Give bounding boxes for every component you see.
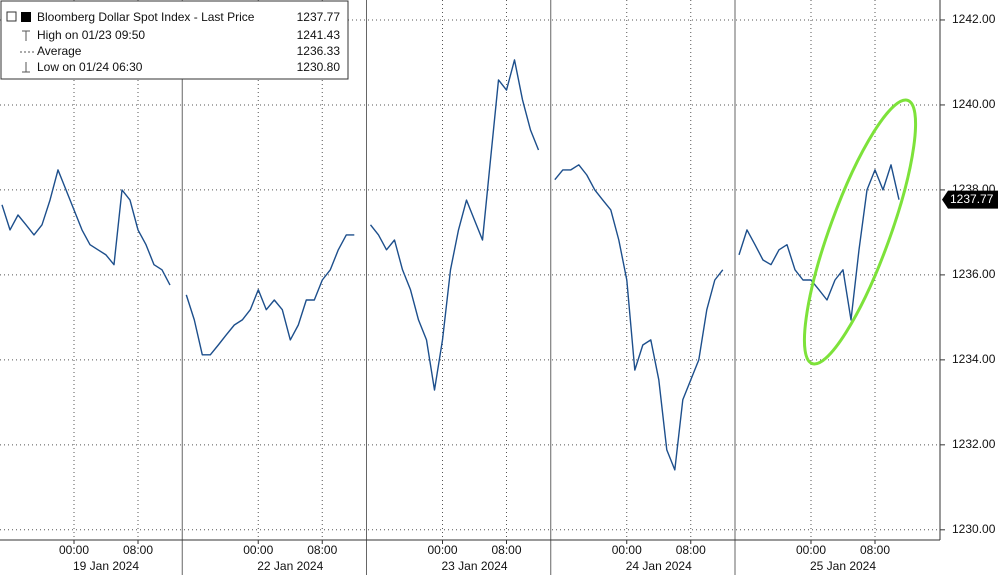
highlight-ellipse: [802, 98, 918, 366]
x-group-label: 23 Jan 2024: [441, 559, 507, 573]
x-tick-label: 08:00: [860, 543, 890, 557]
x-tick-label: 00:00: [59, 543, 89, 557]
y-tick-label: 1230.00: [952, 522, 996, 536]
x-group-label: 19 Jan 2024: [73, 559, 139, 573]
legend-value: 1236.33: [297, 44, 341, 58]
y-tick-label: 1234.00: [952, 352, 996, 366]
legend-label: High on 01/23 09:50: [37, 28, 145, 42]
y-tick-label: 1242.00: [952, 12, 996, 26]
x-group-label: 24 Jan 2024: [626, 559, 692, 573]
legend-label: Average: [37, 44, 82, 58]
x-group-label: 25 Jan 2024: [810, 559, 876, 573]
y-tick-label: 1240.00: [952, 97, 996, 111]
legend-icon: [6, 11, 17, 22]
x-tick-label: 08:00: [123, 543, 153, 557]
x-tick-label: 00:00: [427, 543, 457, 557]
legend-value: 1237.77: [297, 10, 341, 24]
x-tick-label: 08:00: [491, 543, 521, 557]
axes: 1230.001232.001234.001236.001238.001240.…: [59, 12, 998, 573]
plot: [1, 59, 900, 471]
legend-box: [0, 0, 349, 80]
x-group-label: 22 Jan 2024: [257, 559, 323, 573]
x-tick-label: 08:00: [676, 543, 706, 557]
legend-swatch: [21, 12, 31, 22]
price-line: [1, 59, 900, 471]
x-tick-label: 00:00: [243, 543, 273, 557]
legend-value: 1241.43: [297, 28, 341, 42]
x-tick-label: 00:00: [612, 543, 642, 557]
y-tick-label: 1232.00: [952, 437, 996, 451]
last-price-label: 1237.77: [950, 192, 994, 206]
x-tick-label: 00:00: [796, 543, 826, 557]
legend: Bloomberg Dollar Spot Index - Last Price…: [0, 0, 349, 80]
y-tick-label: 1236.00: [952, 267, 996, 281]
legend-label: Bloomberg Dollar Spot Index - Last Price: [37, 10, 255, 24]
legend-value: 1230.80: [297, 60, 341, 74]
legend-icon: [22, 62, 30, 73]
legend-icon: [22, 30, 30, 41]
legend-label: Low on 01/24 06:30: [37, 60, 143, 74]
x-tick-label: 08:00: [307, 543, 337, 557]
last-price-box: [942, 190, 998, 209]
